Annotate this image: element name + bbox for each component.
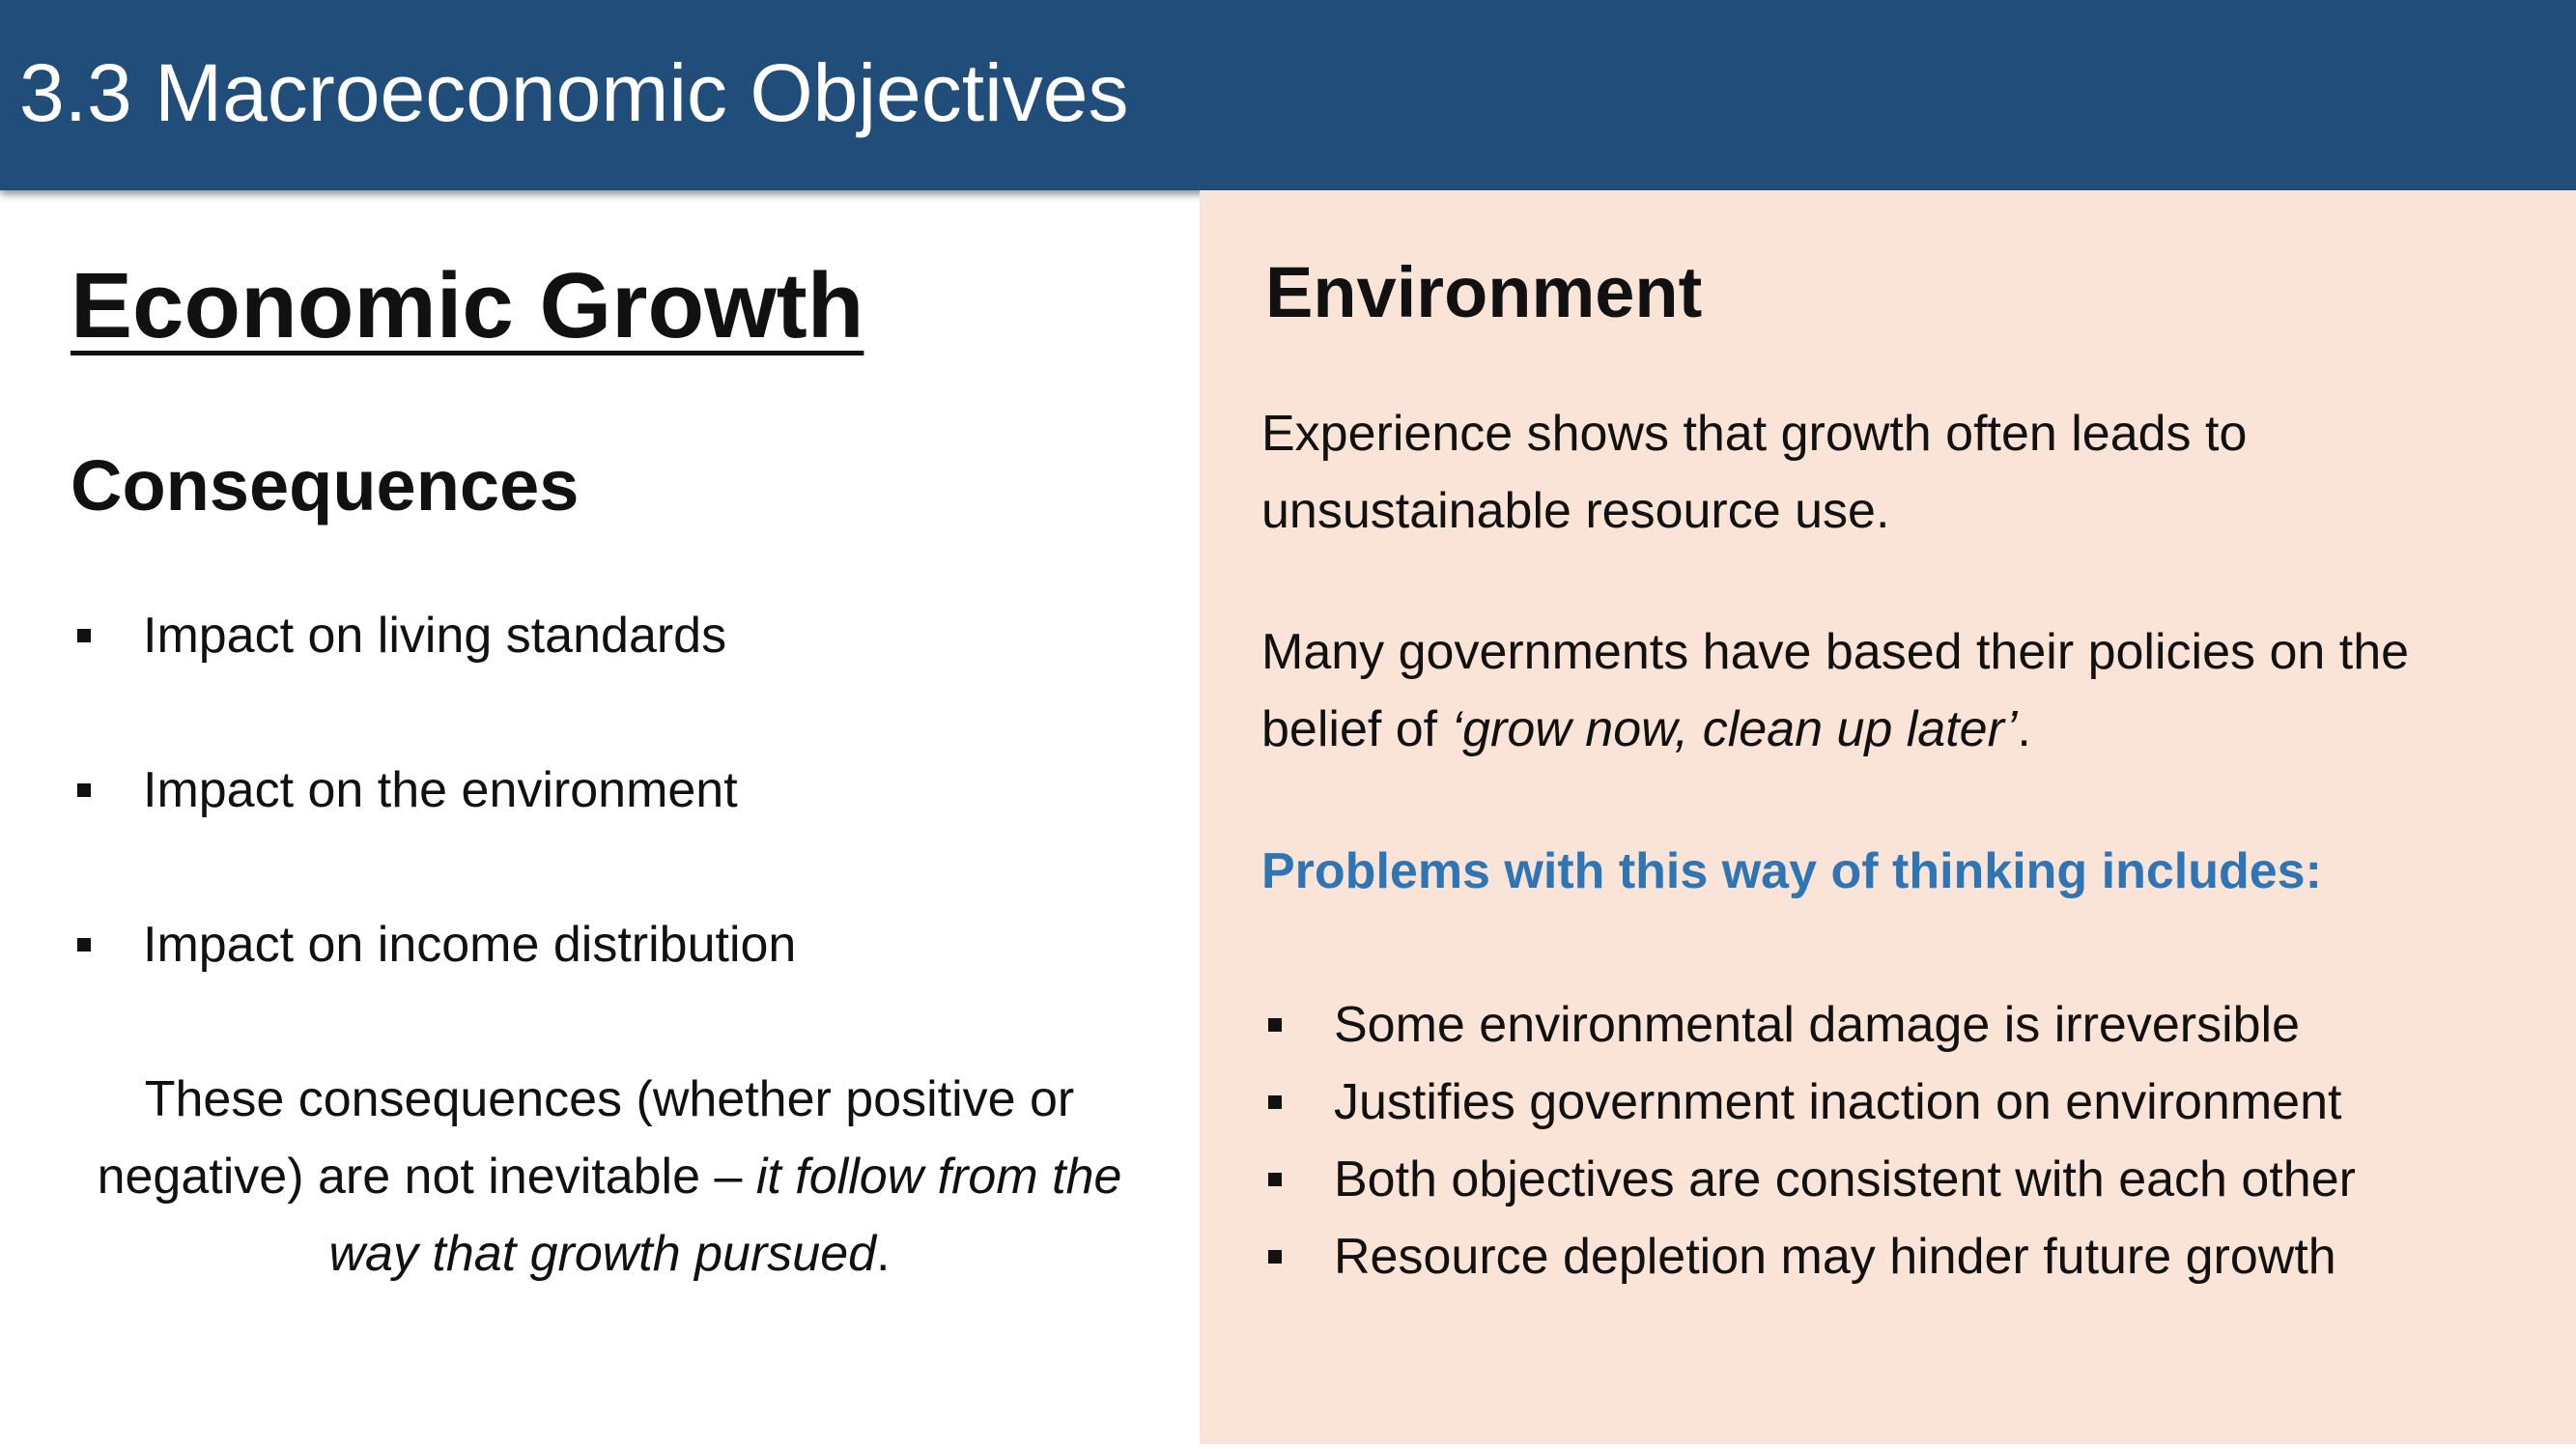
bullet: Impact on income distribution [71, 906, 796, 1061]
bullet: Impact on the environment [71, 752, 796, 906]
bullet: Justifies government inaction on environ… [1261, 1064, 2356, 1141]
note-italic: it follow from the way that growth pursu… [328, 1149, 1122, 1282]
para-text: Many governments have based their polici… [1261, 624, 2410, 757]
bullet: Both objectives are consistent with each… [1261, 1141, 2356, 1218]
bullet: Resource depletion may hinder future gro… [1261, 1218, 2356, 1295]
problems-list: Some environmental damage is irreversibl… [1261, 986, 2356, 1295]
bullet: Some environmental damage is irreversibl… [1261, 986, 2356, 1064]
left-note: These consequences (whether positive or … [69, 1061, 1150, 1293]
consequence-list: Impact on living standards Impact on the… [71, 597, 796, 1061]
paragraph: Experience shows that growth often leads… [1261, 406, 2248, 539]
note-end: . [876, 1226, 891, 1282]
left-heading: Economic Growth [71, 254, 864, 357]
para-italic: ‘grow now, clean up later’ [1451, 701, 2018, 757]
bullet: Impact on living standards [71, 597, 796, 752]
slide-title: 3.3 Macroeconomic Objectives [19, 47, 1129, 138]
environment-panel [1200, 190, 2576, 1444]
left-subheading: Consequences [71, 445, 580, 526]
note-text: These consequences (whether positive or … [97, 1071, 1075, 1205]
paragraph: Many governments have based their polici… [1261, 613, 2517, 768]
right-heading: Environment [1265, 252, 1703, 332]
header-bar: 3.3 Macroeconomic Objectives [0, 0, 2576, 190]
para-end: . [2017, 701, 2031, 757]
problems-heading: Problems with this way of thinking inclu… [1261, 843, 2322, 899]
